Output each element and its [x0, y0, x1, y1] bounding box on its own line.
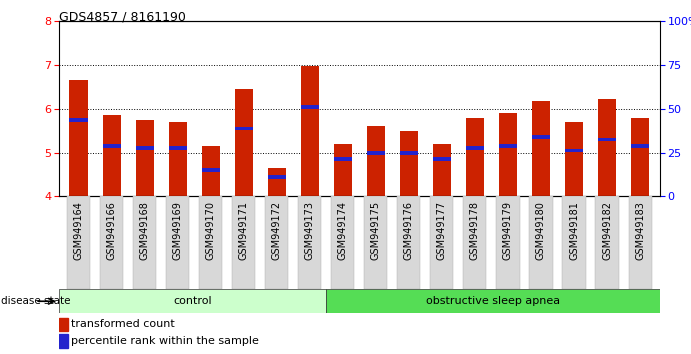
Text: GSM949183: GSM949183: [635, 201, 645, 260]
Text: GSM949178: GSM949178: [470, 201, 480, 260]
Bar: [169, 146, 187, 150]
Bar: [397, 196, 420, 289]
Bar: [367, 151, 385, 155]
Text: GSM949179: GSM949179: [503, 201, 513, 260]
Bar: [102, 115, 121, 196]
Bar: [59, 289, 326, 313]
Text: GSM949181: GSM949181: [569, 201, 579, 260]
Bar: [166, 196, 189, 289]
Text: transformed count: transformed count: [71, 319, 175, 329]
Bar: [70, 80, 88, 196]
Bar: [301, 105, 319, 109]
Bar: [596, 196, 618, 289]
Bar: [598, 99, 616, 196]
Text: disease state: disease state: [1, 296, 70, 306]
Bar: [364, 196, 388, 289]
Bar: [135, 146, 153, 150]
Text: GSM949171: GSM949171: [238, 201, 249, 260]
Bar: [235, 127, 253, 131]
Text: control: control: [173, 296, 211, 306]
Text: GSM949172: GSM949172: [272, 201, 282, 260]
Text: GSM949168: GSM949168: [140, 201, 150, 260]
Bar: [265, 196, 288, 289]
Bar: [532, 101, 550, 196]
Text: GSM949173: GSM949173: [305, 201, 315, 260]
Text: obstructive sleep apnea: obstructive sleep apnea: [426, 296, 560, 306]
Text: GSM949164: GSM949164: [73, 201, 84, 260]
Bar: [135, 120, 153, 196]
Bar: [433, 144, 451, 196]
Bar: [598, 138, 616, 142]
Bar: [629, 196, 652, 289]
Bar: [466, 118, 484, 196]
Text: GSM949166: GSM949166: [106, 201, 117, 260]
Text: GDS4857 / 8161190: GDS4857 / 8161190: [59, 11, 186, 24]
Bar: [326, 289, 660, 313]
Bar: [299, 196, 321, 289]
Bar: [562, 196, 585, 289]
Bar: [169, 122, 187, 196]
Bar: [232, 196, 255, 289]
Bar: [565, 122, 583, 196]
Bar: [133, 196, 156, 289]
Text: percentile rank within the sample: percentile rank within the sample: [71, 336, 259, 346]
Bar: [59, 318, 68, 331]
Bar: [496, 196, 520, 289]
Bar: [464, 196, 486, 289]
Bar: [466, 146, 484, 150]
Bar: [499, 144, 517, 148]
Text: GSM949182: GSM949182: [602, 201, 612, 260]
Bar: [430, 196, 453, 289]
Bar: [67, 196, 90, 289]
Bar: [70, 118, 88, 122]
Text: GSM949174: GSM949174: [338, 201, 348, 260]
Bar: [529, 196, 553, 289]
Bar: [199, 196, 223, 289]
Bar: [334, 157, 352, 161]
Text: GSM949177: GSM949177: [437, 201, 447, 260]
Bar: [59, 334, 68, 348]
Bar: [400, 151, 418, 155]
Bar: [433, 157, 451, 161]
Bar: [400, 131, 418, 196]
Text: GSM949180: GSM949180: [536, 201, 546, 260]
Bar: [235, 89, 253, 196]
Bar: [334, 144, 352, 196]
Text: GSM949169: GSM949169: [173, 201, 182, 260]
Bar: [267, 168, 286, 196]
Bar: [301, 66, 319, 196]
Bar: [267, 175, 286, 179]
Bar: [565, 149, 583, 153]
Bar: [532, 135, 550, 139]
Bar: [202, 168, 220, 172]
Bar: [367, 126, 385, 196]
Bar: [499, 113, 517, 196]
Text: GSM949175: GSM949175: [371, 201, 381, 260]
Bar: [631, 118, 649, 196]
Bar: [331, 196, 354, 289]
Text: GSM949176: GSM949176: [404, 201, 414, 260]
Bar: [631, 144, 649, 148]
Bar: [102, 144, 121, 148]
Bar: [202, 146, 220, 196]
Bar: [100, 196, 123, 289]
Text: GSM949170: GSM949170: [206, 201, 216, 260]
